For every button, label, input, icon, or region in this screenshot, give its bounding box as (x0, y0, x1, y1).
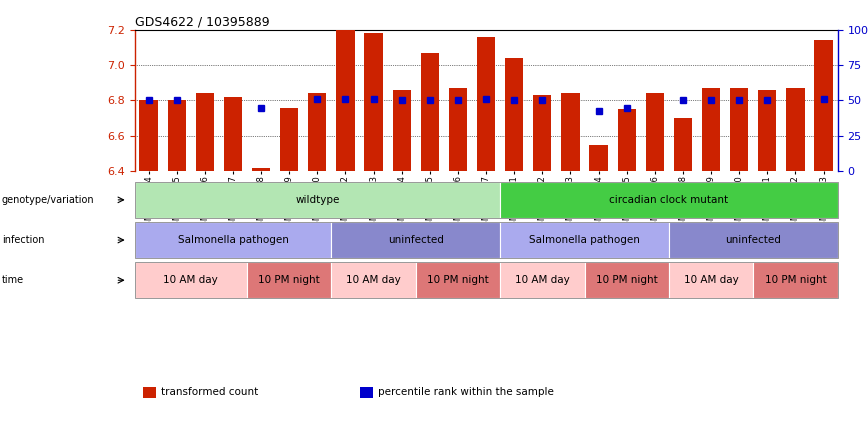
Bar (702, 88, 720, 171)
Text: 10 AM day: 10 AM day (346, 275, 401, 285)
Text: time: time (2, 275, 23, 285)
Text: uninfected: uninfected (388, 235, 444, 245)
Text: wildtype: wildtype (295, 195, 339, 205)
Bar (140, 101, 158, 171)
Bar (365, 33, 383, 171)
Text: genotype/variation: genotype/variation (2, 195, 95, 205)
Text: 10 AM day: 10 AM day (515, 275, 569, 285)
Text: uninfected: uninfected (726, 235, 781, 245)
Bar (562, 93, 580, 171)
Bar (646, 93, 664, 171)
Bar (195, 93, 214, 171)
Text: 10 PM night: 10 PM night (259, 275, 320, 285)
Bar (533, 95, 551, 171)
Text: 10 PM night: 10 PM night (427, 275, 489, 285)
Bar (308, 93, 326, 171)
Bar (252, 168, 270, 171)
Bar (674, 118, 692, 171)
Bar (224, 97, 242, 171)
Text: GDS4622 / 10395889: GDS4622 / 10395889 (135, 16, 269, 28)
Text: 10 AM day: 10 AM day (684, 275, 739, 285)
Bar (589, 145, 608, 171)
Text: Salmonella pathogen: Salmonella pathogen (178, 235, 288, 245)
Text: percentile rank within the sample: percentile rank within the sample (378, 387, 554, 397)
Bar (758, 90, 777, 171)
Bar (617, 109, 636, 171)
Bar (421, 52, 439, 171)
Bar (730, 88, 748, 171)
Text: 10 AM day: 10 AM day (163, 275, 218, 285)
Text: infection: infection (2, 235, 44, 245)
Bar (786, 88, 805, 171)
Text: circadian clock mutant: circadian clock mutant (609, 195, 728, 205)
Text: transformed count: transformed count (161, 387, 258, 397)
Text: Salmonella pathogen: Salmonella pathogen (529, 235, 640, 245)
Bar (336, 30, 355, 171)
Text: 10 PM night: 10 PM night (765, 275, 826, 285)
Text: 10 PM night: 10 PM night (595, 275, 658, 285)
Bar (168, 101, 186, 171)
Bar (392, 90, 411, 171)
Bar (814, 40, 832, 171)
Bar (280, 107, 299, 171)
Bar (505, 58, 523, 171)
Bar (449, 88, 467, 171)
Bar (477, 37, 496, 171)
